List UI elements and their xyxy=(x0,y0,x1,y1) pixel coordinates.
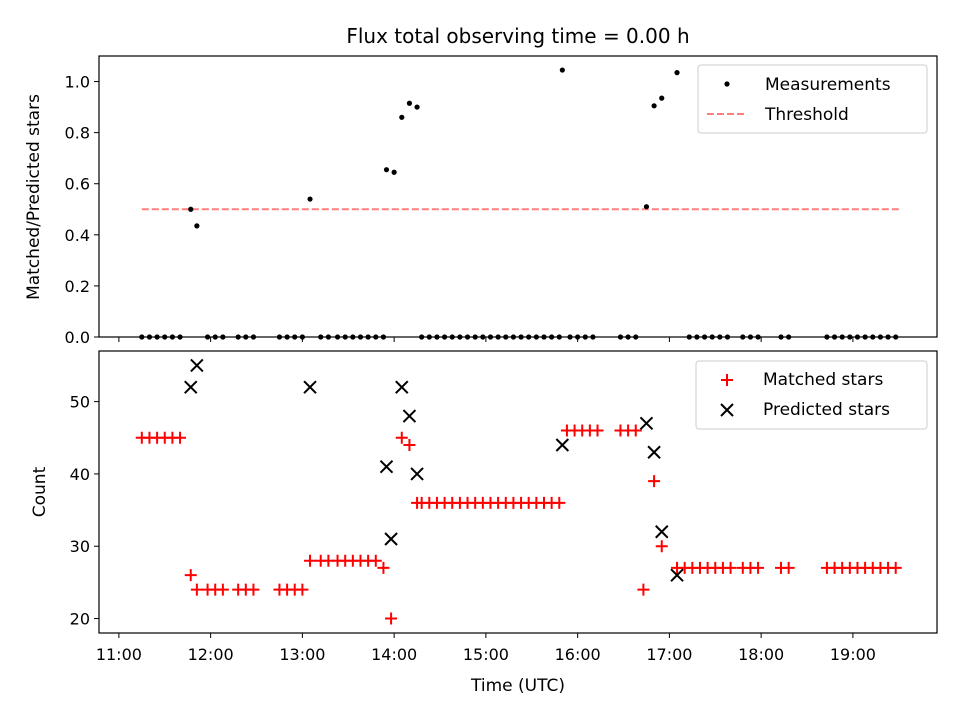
legend-measurements-marker xyxy=(724,81,730,87)
top-axes-frame xyxy=(98,55,938,338)
matched-star-marker xyxy=(629,424,642,437)
matched-star-marker xyxy=(889,561,902,574)
bottom-x-ticks: 11:00 12:00 13:00 14:00 15:00 16:00 17:00 18:00… xyxy=(96,633,876,664)
top-y-axis-label: Matched/Predicted stars xyxy=(24,94,44,300)
matched-star-marker xyxy=(377,561,390,574)
predicted-star-marker xyxy=(670,568,684,582)
measurement-point xyxy=(651,103,657,109)
bottom-legend: Matched stars Predicted stars xyxy=(695,360,928,430)
measurement-point xyxy=(399,114,405,120)
legend-matched-label: Matched stars xyxy=(763,370,883,390)
measurement-point xyxy=(406,100,413,106)
measurement-point xyxy=(383,167,390,173)
predicted-star-marker xyxy=(384,532,398,546)
legend-measurements-label: Measurements xyxy=(765,75,891,95)
matched-star-marker xyxy=(304,554,317,567)
matched-star-marker xyxy=(174,431,187,444)
top-y-tick-label: 0.6 xyxy=(65,175,90,194)
predicted-star-marker xyxy=(379,459,394,474)
x-tick-label: 17:00 xyxy=(646,645,692,664)
legend-predicted-label: Predicted stars xyxy=(763,400,890,420)
measurement-point xyxy=(188,206,194,212)
x-tick-label: 13:00 xyxy=(279,645,325,664)
matched-star-marker xyxy=(184,569,197,582)
top-y-ticks: 0.0 0.2 0.4 0.6 0.8 1.0 xyxy=(65,73,99,347)
predicted-star-marker xyxy=(184,380,198,394)
predicted-star-marker xyxy=(647,445,661,459)
measurement-point xyxy=(391,169,397,175)
predicted-star-marker xyxy=(402,409,417,423)
x-tick-label: 11:00 xyxy=(96,645,142,664)
predicted-star-marker xyxy=(395,380,409,394)
x-tick-label: 18:00 xyxy=(738,645,784,664)
matched-star-marker xyxy=(648,475,661,488)
x-tick-label: 19:00 xyxy=(830,645,876,664)
matched-star-marker xyxy=(724,561,737,574)
predicted-star-marker xyxy=(303,380,317,394)
chart-title: Flux total observing time = 0.00 h xyxy=(346,24,689,48)
x-tick-label: 12:00 xyxy=(188,645,234,664)
measurement-point xyxy=(307,196,313,202)
top-y-tick-label: 0.2 xyxy=(65,277,90,296)
top-y-tick-label: 0.4 xyxy=(65,226,90,245)
matched-star-marker xyxy=(395,431,408,444)
bottom-legend-box xyxy=(695,360,928,430)
bottom-y-tick-label: 50 xyxy=(70,393,90,412)
matched-star-marker xyxy=(782,561,795,574)
predicted-star-marker xyxy=(190,358,204,373)
legend-predicted-marker xyxy=(720,403,734,417)
matched-star-marker xyxy=(655,540,668,553)
predicted-star-marker xyxy=(555,438,570,452)
top-legend-box xyxy=(697,64,928,134)
x-axis-label: Time (UTC) xyxy=(470,676,565,696)
matched-star-marker xyxy=(553,496,566,509)
top-x-ticks xyxy=(118,337,854,342)
legend-matched-marker xyxy=(721,374,733,386)
top-y-tick-label: 1.0 xyxy=(65,73,90,92)
matched-star-marker xyxy=(591,424,604,437)
matched-star-marker xyxy=(385,612,398,625)
bottom-y-tick-label: 30 xyxy=(70,537,90,556)
measurement-point xyxy=(194,223,200,229)
bottom-y-ticks: 20 30 40 50 xyxy=(70,393,99,629)
matched-star-marker xyxy=(637,583,650,596)
bottom-plot-area xyxy=(135,358,902,625)
measurement-point xyxy=(414,104,420,110)
bottom-y-axis-label: Count xyxy=(30,466,50,517)
matched-star-marker xyxy=(752,561,765,574)
matched-star-marker xyxy=(190,583,203,596)
matched-star-marker xyxy=(369,554,382,567)
matched-star-marker xyxy=(296,583,309,596)
predicted-star-marker xyxy=(639,416,654,431)
matched-star-marker xyxy=(247,583,260,596)
top-y-tick-label: 0.0 xyxy=(65,328,90,347)
measurement-point xyxy=(559,67,565,73)
bottom-y-tick-label: 40 xyxy=(70,465,90,484)
measurement-point xyxy=(674,70,680,76)
legend-threshold-label: Threshold xyxy=(764,105,849,125)
x-tick-label: 16:00 xyxy=(555,645,601,664)
top-panel: 0.0 0.2 0.4 0.6 0.8 1.0 Matched/Predicted sta… xyxy=(24,55,938,347)
bottom-axes-frame xyxy=(98,350,938,634)
measurement-point xyxy=(643,204,650,210)
top-y-tick-label: 0.8 xyxy=(65,124,90,143)
x-tick-label: 15:00 xyxy=(463,645,509,664)
predicted-star-marker xyxy=(410,467,424,481)
predicted-star-marker xyxy=(655,525,669,539)
x-tick-label: 14:00 xyxy=(371,645,417,664)
top-legend: Measurements Threshold xyxy=(697,64,928,134)
measurement-point xyxy=(659,95,665,101)
matched-star-marker xyxy=(403,439,416,451)
matched-star-marker xyxy=(216,583,229,596)
bottom-y-tick-label: 20 xyxy=(70,610,90,629)
